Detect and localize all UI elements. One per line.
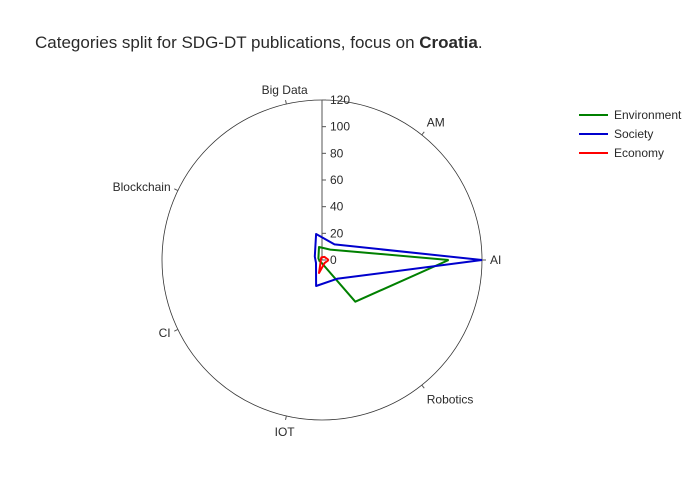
radial-tick-label: 0 bbox=[330, 253, 337, 267]
angular-label: CI bbox=[159, 326, 171, 340]
angular-label: IOT bbox=[275, 425, 296, 439]
angular-tick bbox=[285, 415, 287, 420]
title-suffix: . bbox=[477, 33, 483, 52]
angular-label: Blockchain bbox=[113, 180, 171, 194]
radial-tick-label: 80 bbox=[330, 146, 344, 160]
angular-label: AM bbox=[427, 116, 445, 130]
chart-title: Categories split for SDG-DT publications… bbox=[35, 33, 483, 53]
angular-tick bbox=[174, 328, 179, 332]
legend-label-environment: Environment bbox=[614, 108, 682, 122]
series-line-environment bbox=[317, 246, 450, 303]
legend-label-society: Society bbox=[614, 127, 653, 141]
angular-tick bbox=[421, 131, 425, 136]
angular-label: AI bbox=[490, 253, 501, 267]
title-prefix: Categories split for SDG-DT publications… bbox=[35, 33, 420, 52]
series-line-economy bbox=[318, 255, 330, 274]
series-line-society bbox=[313, 233, 483, 287]
angular-tick bbox=[174, 188, 179, 192]
radial-tick-label: 40 bbox=[330, 200, 344, 214]
radial-tick-label: 120 bbox=[330, 93, 350, 107]
radial-tick-label: 20 bbox=[330, 226, 344, 240]
angular-tick bbox=[285, 100, 287, 105]
radial-tick-label: 60 bbox=[330, 173, 344, 187]
title-country: Croatia bbox=[419, 33, 478, 52]
angular-label: Robotics bbox=[427, 392, 474, 406]
angular-label: Big Data bbox=[262, 83, 308, 97]
angular-tick bbox=[421, 384, 425, 389]
legend-label-economy: Economy bbox=[614, 146, 664, 160]
radial-tick-label: 100 bbox=[330, 120, 350, 134]
